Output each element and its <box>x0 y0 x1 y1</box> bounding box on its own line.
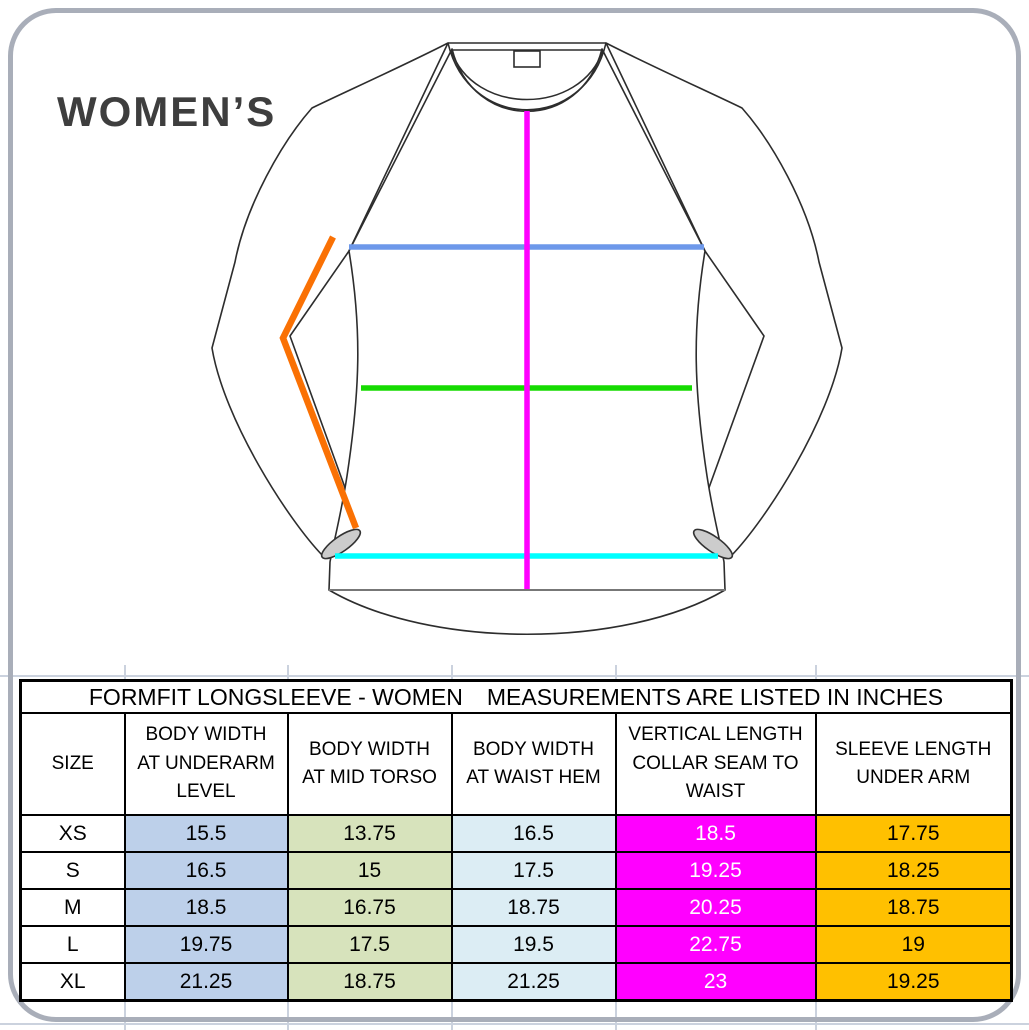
cell-l-vertical: 22.75 <box>614 925 817 964</box>
page-title: WOMEN’S <box>57 88 277 135</box>
cell-m-waist: 18.75 <box>450 888 617 927</box>
right-cuff <box>692 528 734 560</box>
cell-xs-underarm: 15.5 <box>123 814 289 853</box>
cell-l-size: L <box>19 925 126 964</box>
decorative-gridline <box>124 993 126 1030</box>
left-sleeve <box>211 42 449 557</box>
cell-xs-sleeve: 17.75 <box>814 814 1013 853</box>
cell-s-size: S <box>19 851 126 890</box>
decorative-gridline <box>451 665 453 679</box>
measure-line-sleeve-length <box>279 235 360 530</box>
cell-s-vertical: 19.25 <box>614 851 817 890</box>
cell-s-sleeve: 18.25 <box>814 851 1013 890</box>
cell-xs-vertical: 18.5 <box>614 814 817 853</box>
cell-m-underarm: 18.5 <box>123 888 289 927</box>
left-cuff <box>320 528 362 560</box>
table-row-xs: XS 15.5 13.75 16.5 18.5 17.75 <box>19 814 1013 853</box>
cell-m-sleeve: 18.75 <box>814 888 1013 927</box>
cell-xl-underarm: 21.25 <box>123 962 289 1002</box>
col-header-sleeve-length: SLEEVE LENGTH UNDER ARM <box>814 712 1013 816</box>
table-row-l: L 19.75 17.5 19.5 22.75 19 <box>19 925 1013 964</box>
col-header-waist-hem-width: BODY WIDTH AT WAIST HEM <box>450 712 617 816</box>
cell-m-torso: 16.75 <box>286 888 453 927</box>
cell-s-waist: 17.5 <box>450 851 617 890</box>
cell-l-sleeve: 19 <box>814 925 1013 964</box>
table-row-m: M 18.5 16.75 18.75 20.25 18.75 <box>19 888 1013 927</box>
cell-m-size: M <box>19 888 126 927</box>
decorative-gridline <box>0 1023 1029 1025</box>
cell-xl-waist: 21.25 <box>450 962 617 1002</box>
decorative-gridline <box>451 993 453 1030</box>
cell-xl-torso: 18.75 <box>286 962 453 1002</box>
decorative-gridline <box>615 665 617 679</box>
cell-xl-sleeve: 19.25 <box>814 962 1013 1002</box>
cell-m-vertical: 20.25 <box>614 888 817 927</box>
decorative-gridline <box>124 665 126 679</box>
cell-s-underarm: 16.5 <box>123 851 289 890</box>
right-sleeve <box>605 42 843 557</box>
cell-xl-vertical: 23 <box>614 962 817 1002</box>
decorative-gridline <box>287 993 289 1030</box>
col-header-underarm-width: BODY WIDTH AT UNDERARM LEVEL <box>123 712 289 816</box>
decorative-gridline <box>815 993 817 1030</box>
decorative-gridline <box>615 993 617 1030</box>
cell-l-underarm: 19.75 <box>123 925 289 964</box>
table-header-row: SIZE BODY WIDTH AT UNDERARM LEVEL BODY W… <box>19 712 1013 816</box>
col-header-mid-torso-width: BODY WIDTH AT MID TORSO <box>286 712 453 816</box>
cell-l-waist: 19.5 <box>450 925 617 964</box>
neck-tag <box>513 50 541 68</box>
hem-flap <box>328 589 726 635</box>
col-header-vertical-length: VERTICAL LENGTH COLLAR SEAM TO WAIST <box>614 712 817 816</box>
decorative-gridline <box>287 665 289 679</box>
table-title-units: MEASUREMENTS ARE LISTED IN INCHES <box>486 683 944 710</box>
table-title-row: FORMFIT LONGSLEEVE - WOMEN MEASUREMENTS A… <box>19 679 1013 714</box>
cell-xs-waist: 16.5 <box>450 814 617 853</box>
table-row-s: S 16.5 15 17.5 19.25 18.25 <box>19 851 1013 890</box>
cell-s-torso: 15 <box>286 851 453 890</box>
cell-xl-size: XL <box>19 962 126 1002</box>
table-title-product: FORMFIT LONGSLEEVE - WOMEN <box>88 683 463 710</box>
collar <box>447 42 607 111</box>
cell-xs-torso: 13.75 <box>286 814 453 853</box>
cell-l-torso: 17.5 <box>286 925 453 964</box>
col-header-size: SIZE <box>19 712 126 816</box>
table-row-xl: XL 21.25 18.75 21.25 23 19.25 <box>19 962 1013 1002</box>
table-title: FORMFIT LONGSLEEVE - WOMEN MEASUREMENTS A… <box>19 679 1013 714</box>
decorative-gridline <box>815 665 817 679</box>
cell-xs-size: XS <box>19 814 126 853</box>
size-table: FORMFIT LONGSLEEVE - WOMEN MEASUREMENTS A… <box>19 679 1013 1002</box>
decorative-gridline <box>0 675 1029 677</box>
